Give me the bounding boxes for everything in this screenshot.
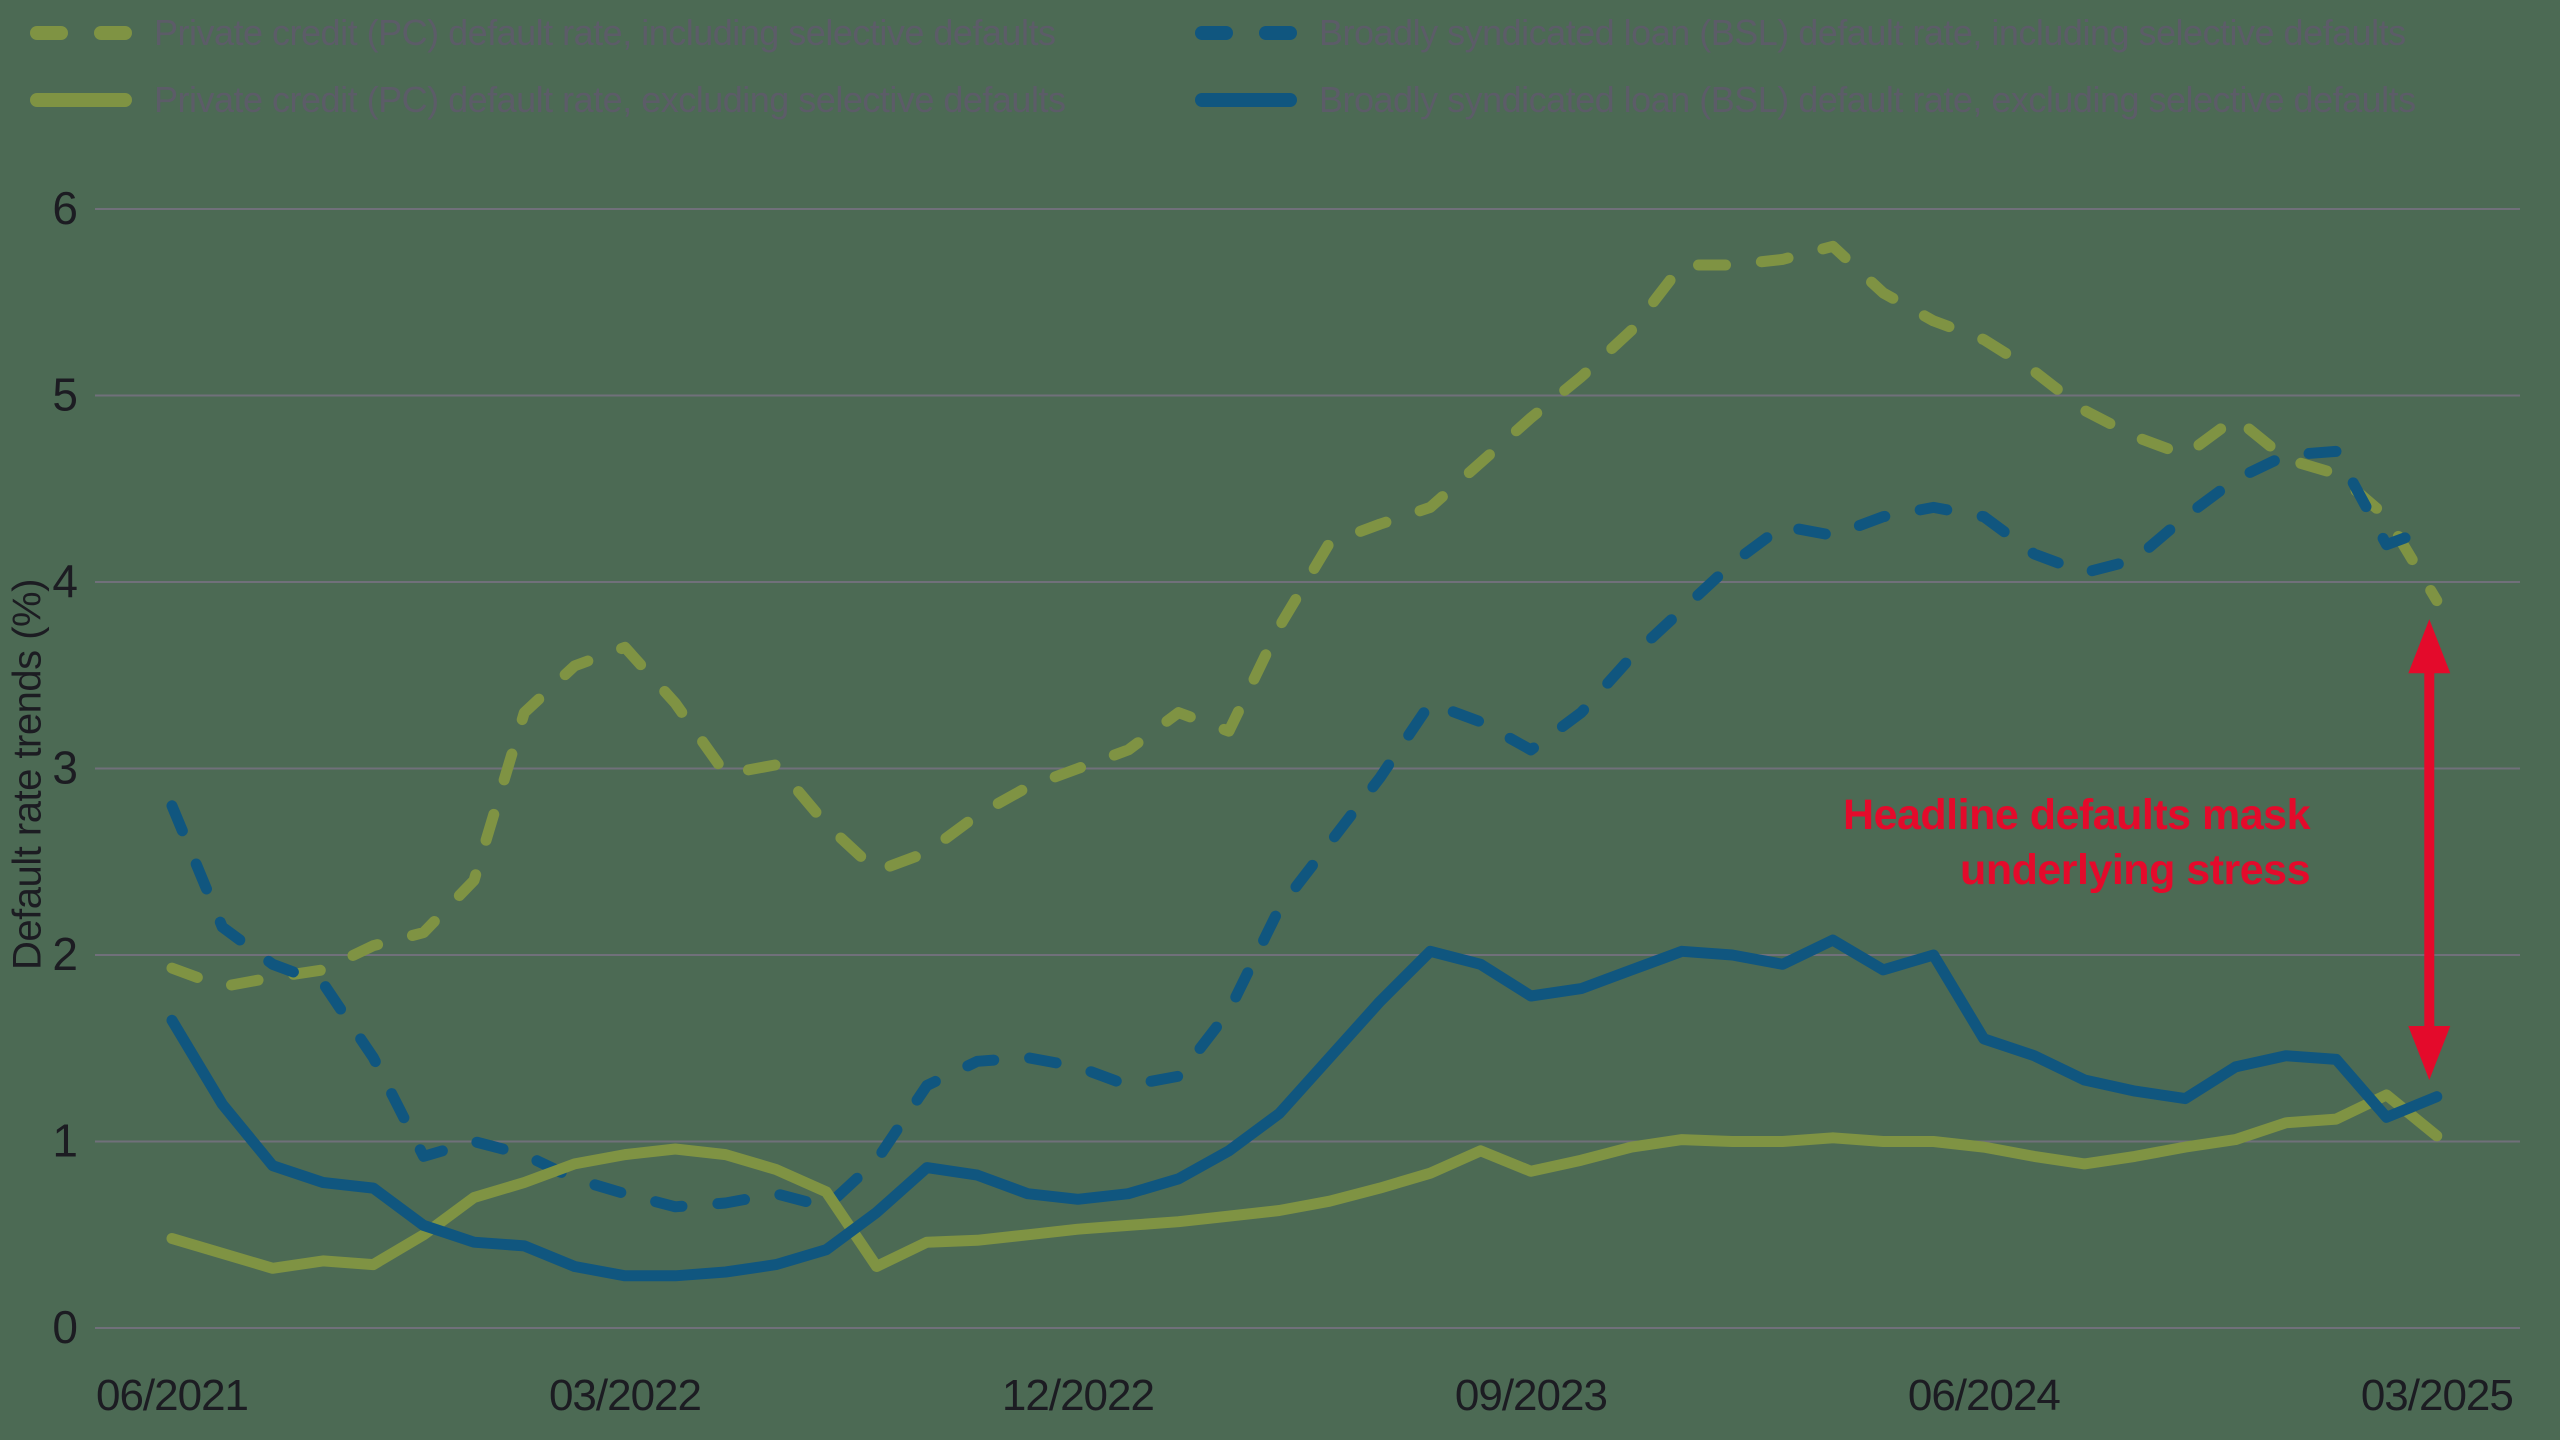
legend-label-pc-including: Private credit (PC) default rate, includ…: [154, 12, 1056, 53]
legend-label-pc-excluding: Private credit (PC) default rate, exclud…: [154, 79, 1066, 120]
y-tick-label: 1: [52, 1115, 78, 1167]
legend-item-bsl-including: Broadly syndicated loan (BSL) default ra…: [1195, 12, 2406, 53]
y-tick-label: 0: [52, 1301, 78, 1353]
pc-excluding-solid-swatch-icon: [30, 93, 132, 107]
legend: Private credit (PC) default rate, includ…: [0, 0, 2560, 140]
y-tick-label: 6: [52, 182, 78, 234]
x-tick-label: 12/2022: [1002, 1371, 1154, 1420]
series-line-pc-including: [166, 240, 2443, 993]
x-tick-label: 03/2022: [549, 1371, 701, 1420]
x-tick-label: 06/2021: [96, 1371, 248, 1420]
series-line-pc-excluding: [166, 1089, 2443, 1274]
x-tick-label: 09/2023: [1455, 1371, 1607, 1420]
bsl-including-dashed-swatch-icon: [1195, 26, 1297, 40]
series-line-bsl-excluding: [166, 934, 2443, 1282]
annotation-arrow-head-down-icon: [2408, 1025, 2451, 1080]
x-tick-label: 06/2024: [1908, 1371, 2061, 1420]
pc-including-dashed-swatch-icon: [30, 26, 132, 40]
series-line-bsl-including: [166, 445, 2443, 1213]
y-tick-label: 4: [52, 555, 78, 607]
legend-label-bsl-including: Broadly syndicated loan (BSL) default ra…: [1319, 12, 2406, 53]
bsl-excluding-solid-swatch-icon: [1195, 93, 1297, 107]
y-tick-label: 3: [52, 742, 78, 794]
legend-item-pc-excluding: Private credit (PC) default rate, exclud…: [30, 79, 1066, 120]
annotation-line-2: underlying stress: [1960, 846, 2310, 895]
x-tick-label: 03/2025: [2361, 1371, 2513, 1420]
legend-item-bsl-excluding: Broadly syndicated loan (BSL) default ra…: [1195, 79, 2416, 120]
y-tick-label: 2: [52, 928, 78, 980]
y-tick-label: 5: [52, 369, 78, 421]
annotation-arrow-head-up-icon: [2408, 619, 2451, 674]
legend-item-pc-including: Private credit (PC) default rate, includ…: [30, 12, 1056, 53]
legend-label-bsl-excluding: Broadly syndicated loan (BSL) default ra…: [1319, 79, 2416, 120]
annotation-line-1: Headline defaults mask: [1843, 791, 2310, 839]
annotation-text: Headline defaults mask underlying stress: [1843, 788, 2310, 898]
